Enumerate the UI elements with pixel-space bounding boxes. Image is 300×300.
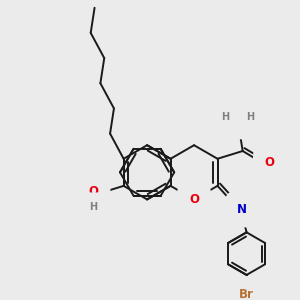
Text: H: H — [246, 112, 254, 122]
Text: O: O — [265, 156, 275, 169]
Text: O: O — [88, 185, 99, 198]
Text: Br: Br — [239, 288, 254, 300]
Text: H: H — [89, 202, 98, 212]
Text: N: N — [234, 115, 244, 128]
Text: N: N — [237, 202, 247, 216]
Text: H: H — [221, 112, 229, 122]
Text: O: O — [189, 193, 199, 206]
